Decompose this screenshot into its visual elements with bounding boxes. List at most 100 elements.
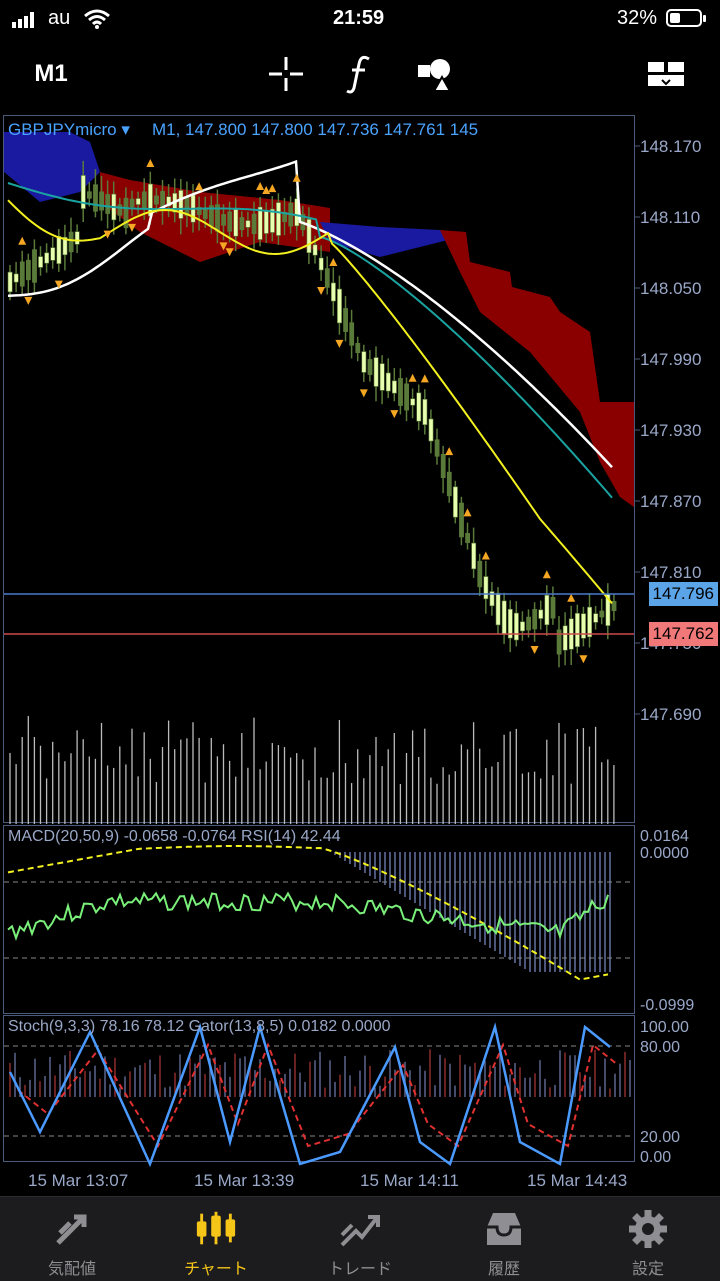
candle-body (373, 357, 379, 387)
candle-body (233, 209, 239, 237)
timeframe-button[interactable]: M1 (34, 60, 68, 87)
tab-chart[interactable]: チャート (144, 1197, 288, 1281)
wifi-icon (84, 9, 110, 29)
ask-price-tag: 147.762 (648, 622, 718, 646)
candle-body (587, 606, 592, 638)
macd-panel (4, 845, 634, 981)
candle-body (227, 211, 233, 232)
windows-icon[interactable] (642, 50, 690, 98)
tab-label: 履歴 (487, 1261, 520, 1278)
candle-body (276, 202, 281, 236)
macd-signal-line (7, 845, 609, 981)
settings-icon (626, 1207, 670, 1251)
tab-trade[interactable]: トレード (288, 1197, 432, 1281)
candle-body (355, 342, 361, 354)
candle-body (526, 616, 531, 631)
stoch-signal-line (17, 1042, 619, 1149)
tab-settings[interactable]: 設定 (576, 1197, 720, 1281)
candle-body (385, 372, 391, 392)
tab-label: トレード (327, 1261, 392, 1278)
carrier-label: au (48, 7, 71, 29)
candle-body (550, 596, 556, 619)
candle-body (178, 190, 184, 219)
fractal-marker (390, 410, 399, 419)
fractal-marker (195, 182, 204, 191)
function-icon[interactable] (336, 50, 384, 98)
fractal-marker (268, 184, 277, 193)
candle-body (391, 380, 397, 394)
candle-body (562, 625, 568, 651)
candle-body (434, 439, 440, 457)
fractal-marker (54, 280, 63, 289)
candle-body (93, 184, 98, 212)
shapes-icon[interactable] (410, 50, 458, 98)
candle-body (574, 613, 580, 647)
crosshair-icon[interactable] (262, 50, 310, 98)
fractal-marker (463, 508, 472, 517)
status-bar: au 21:59 32% (0, 0, 720, 40)
price-chart[interactable]: 148.170 148.110 148.050 147.990 147.930 147.8… (0, 112, 720, 1196)
fractal-marker (420, 374, 429, 383)
candle-body (410, 398, 416, 406)
price-label: 147.990 (640, 350, 701, 369)
candle-body (56, 236, 62, 264)
candle-body (251, 213, 257, 235)
fractal-marker (219, 242, 228, 251)
fractal-marker (445, 447, 454, 456)
candle-body (257, 206, 263, 240)
time-label-1: 15 Mar 13:07 (28, 1171, 128, 1190)
tab-history[interactable]: 履歴 (432, 1197, 576, 1281)
price-label: 147.810 (640, 563, 701, 582)
candle-body (25, 259, 31, 281)
candle-body (440, 453, 446, 479)
candle-body (105, 194, 111, 214)
stochastic-panel (4, 1022, 634, 1168)
time-label-3: 15 Mar 14:11 (360, 1171, 459, 1190)
macd-label-bottom: -0.0999 (640, 997, 694, 1014)
candle-body (513, 612, 519, 641)
candle-body (532, 608, 538, 630)
candle-body (520, 621, 525, 632)
candle-body (495, 592, 501, 626)
macd-label-zero: 0.0000 (640, 845, 689, 862)
candle-body (99, 191, 104, 211)
macd-title: MACD(20,50,9) -0.0658 -0.0764 RSI(14) 42… (8, 828, 341, 845)
candle-body (489, 591, 495, 607)
chart-area[interactable]: 148.170 148.110 148.050 147.990 147.930 147.8… (0, 112, 720, 1196)
symbol-label[interactable]: GBPJPYmicro ▾ (8, 120, 130, 139)
fractal-marker (262, 186, 271, 195)
candle-body (32, 249, 37, 283)
candle-body (13, 273, 19, 283)
price-label: 148.170 (640, 137, 701, 156)
candle-body (599, 610, 605, 618)
tab-label: 気配値 (47, 1261, 96, 1278)
candle-body (477, 560, 483, 588)
rsi-line (7, 891, 609, 942)
battery-percent: 32% (617, 7, 658, 29)
tab-quotes[interactable]: 気配値 (0, 1197, 144, 1281)
stoch-main-line (8, 1022, 611, 1168)
fractal-marker (256, 182, 265, 191)
bid-price-tag: 147.796 (648, 582, 718, 606)
history-icon (482, 1207, 526, 1251)
fractal-marker (24, 296, 33, 305)
candle-body (428, 418, 434, 442)
candle-body (330, 282, 336, 302)
candle-body (501, 600, 507, 635)
candle-body (398, 378, 403, 406)
ma-slow-line (7, 159, 613, 469)
candle-body (361, 351, 367, 373)
stoch-label-0: 0.00 (640, 1149, 671, 1166)
price-label: 148.050 (640, 279, 701, 298)
candle-body (483, 576, 489, 600)
price-axis: 148.170 148.110 148.050 147.990 147.930 147.8… (634, 137, 701, 724)
candle-body (245, 220, 251, 228)
fractal-marker (317, 287, 326, 296)
candle-body (318, 257, 324, 271)
candle-body (62, 236, 68, 256)
tab-label: チャート (184, 1261, 248, 1278)
fractal-marker (329, 257, 338, 266)
candle-body (68, 231, 74, 253)
candle-body (581, 613, 586, 639)
candle-body (19, 261, 25, 287)
